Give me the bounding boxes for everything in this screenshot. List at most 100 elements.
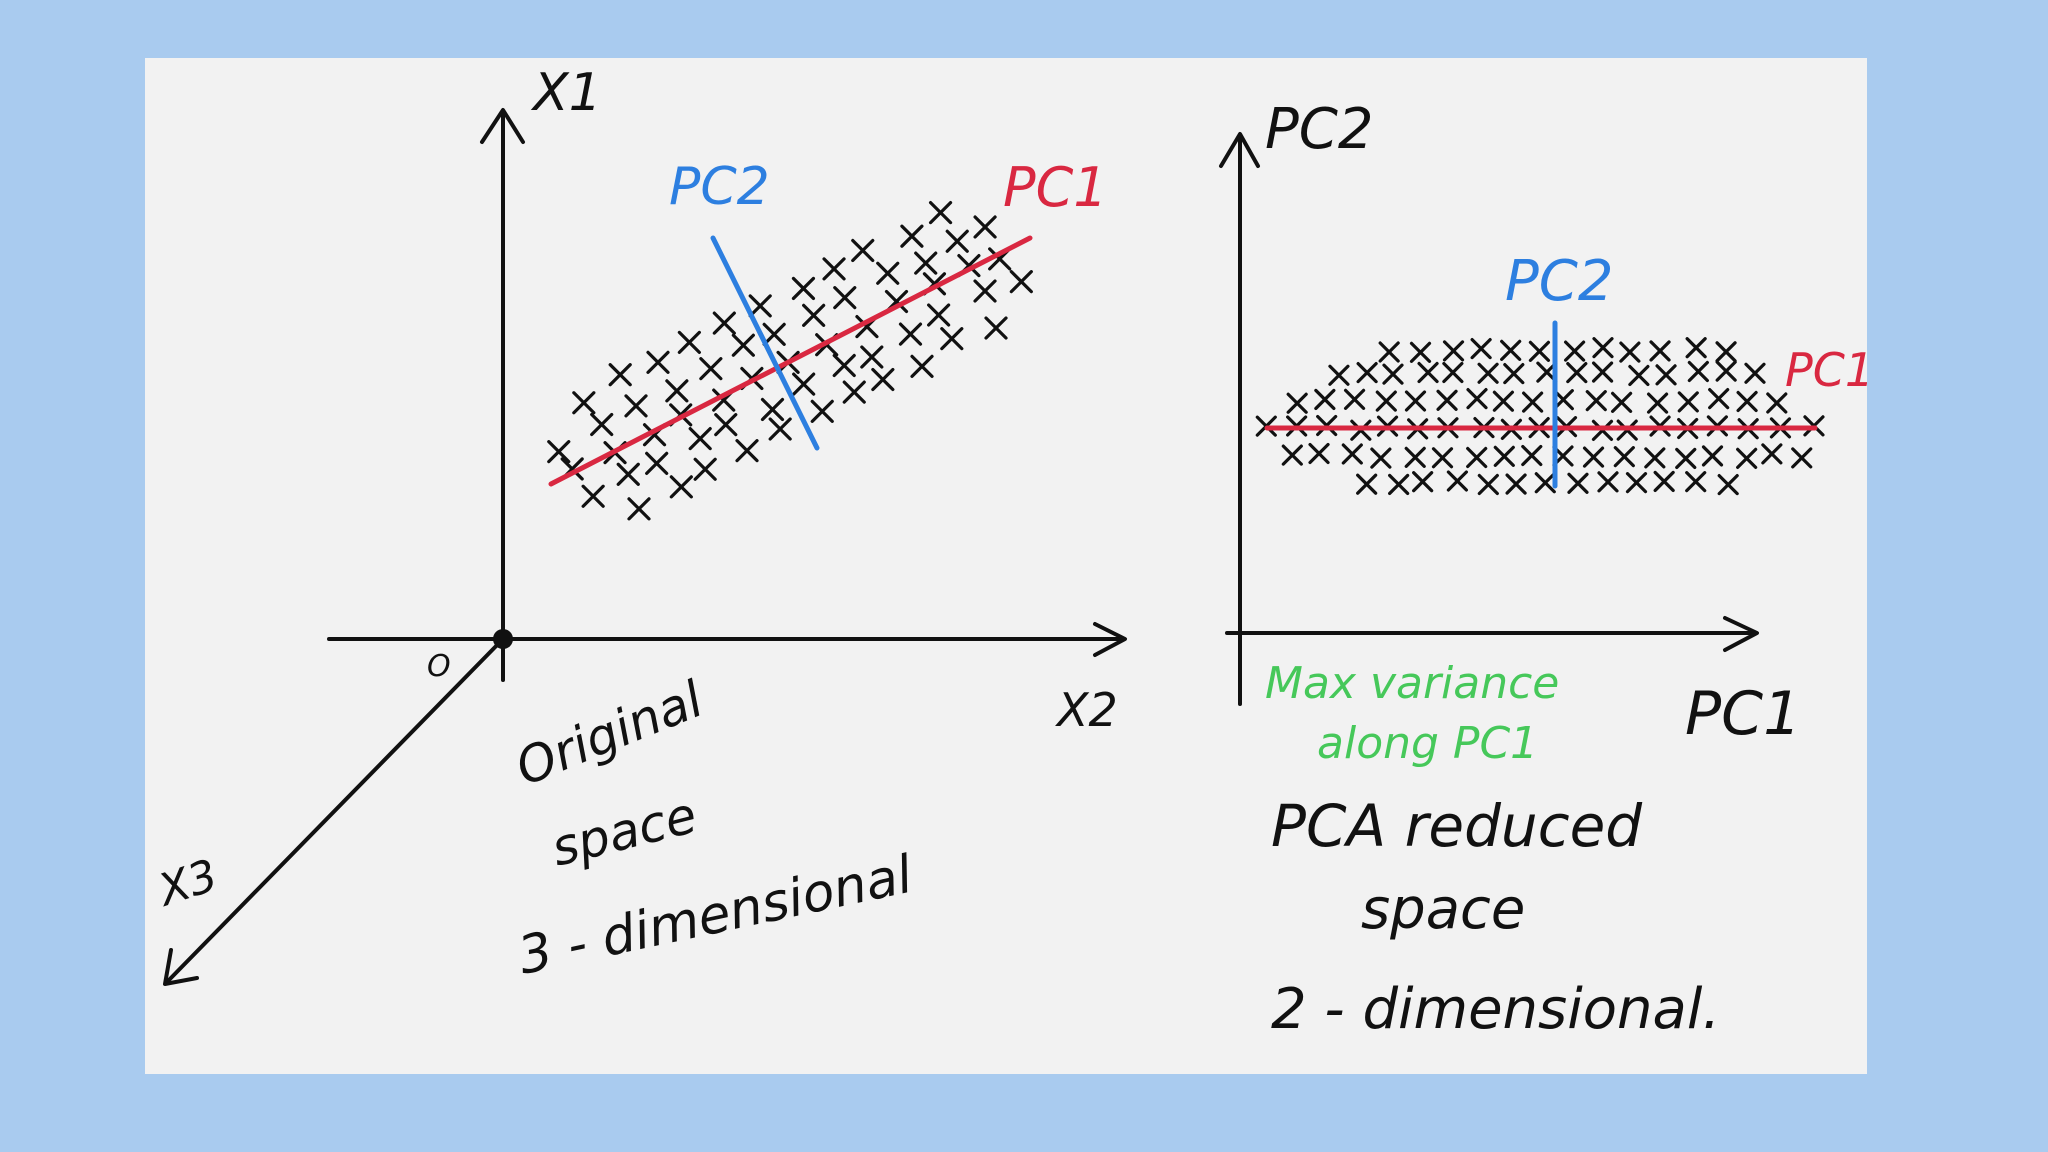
left-point [851,238,875,263]
right-point [1388,473,1410,496]
right-point [1436,389,1458,411]
right-point [1493,445,1515,467]
right-point [1715,360,1737,382]
left-point [712,311,736,335]
right-point [1597,471,1619,493]
right-point [1375,390,1397,412]
right-point [1677,391,1699,413]
right-point [1687,360,1709,383]
right-point [1567,472,1589,494]
right-pc2-label: PC2 [1505,249,1614,314]
left-point [688,426,712,451]
right-point [1591,361,1614,383]
right-point [1356,473,1378,495]
left-point [572,391,596,415]
right-point [1356,361,1378,384]
x1-arrowhead [480,108,525,144]
right-point [1646,392,1669,414]
right-point [1655,364,1677,386]
right-point [1466,446,1488,469]
right-point [1582,446,1605,468]
left-point [940,327,964,351]
left-point [833,286,857,310]
left-point [669,475,693,499]
right-point [1701,445,1724,467]
left-point [928,200,953,225]
left-pc2-label: PC2 [669,157,770,217]
right-point [1715,341,1737,363]
x3-arrowhead [163,948,199,986]
left-point [984,316,1008,340]
right-point [1477,362,1499,384]
right-point [1341,443,1363,465]
pc2-axis-arrowhead [1219,132,1260,168]
right-point [1675,447,1697,470]
left-point [927,303,951,327]
left-point [762,322,786,346]
left-point [547,440,571,464]
pc1-axis-label: PC1 [1685,679,1801,749]
left-point [748,294,772,318]
right-point [1566,362,1588,384]
left-pc1-label: PC1 [1003,156,1108,219]
left-caption-line-1: Original [508,670,711,797]
right-point [1791,447,1813,469]
right-point [1503,363,1525,385]
right-point [1564,340,1586,362]
left-point [900,224,924,248]
right-point [1521,444,1543,467]
right-point [1736,447,1758,469]
right-point [1404,390,1427,412]
right-point [1736,390,1758,413]
left-point [871,367,895,392]
right-point [1370,447,1392,469]
left-point [914,251,938,275]
right-point [1619,341,1641,363]
left-point [973,279,997,303]
right-data-points [1255,337,1825,496]
right-point [1685,471,1707,493]
right-point [1500,339,1522,361]
right-point [1442,361,1464,384]
left-point [608,363,632,387]
right-caption-line-2: space [1361,877,1525,942]
right-point [1592,337,1614,359]
right-point [1470,338,1492,360]
right-point [1446,470,1468,492]
right-caption-line-1: PCA reduced [1271,792,1643,860]
left-point [646,350,670,374]
right-point [1611,391,1633,413]
right-point [1717,474,1739,496]
right-point [1404,446,1426,468]
left-point [842,380,866,404]
note-line-1: Max variance [1265,658,1559,709]
right-point [1442,340,1465,362]
left-point [860,345,884,369]
x1-axis-label: X1 [530,63,602,123]
left-pc2-line [710,235,820,451]
origin-dot [493,629,513,649]
right-point [1417,361,1439,384]
left-point [898,322,923,346]
right-point [1766,392,1788,414]
x3-axis [165,637,505,984]
left-point [810,399,834,423]
left-point [665,379,689,403]
left-point [645,451,669,475]
left-point [699,357,723,381]
left-point [876,261,900,285]
right-point [1477,473,1499,496]
x2-arrowhead [1093,622,1127,657]
left-point [581,484,605,508]
left-point [693,457,717,481]
note-line-2: along PC1 [1317,718,1538,769]
pca-diagram: X1 X2 X3 O PC2 PC1 Original space 3 - di… [151,63,1867,1042]
left-point [677,330,701,355]
right-point [1382,363,1404,385]
left-point [791,276,816,301]
left-point [590,412,614,437]
left-point [910,354,934,378]
origin-label: O [427,649,451,684]
right-point [1528,340,1551,362]
right-point [1613,446,1635,468]
